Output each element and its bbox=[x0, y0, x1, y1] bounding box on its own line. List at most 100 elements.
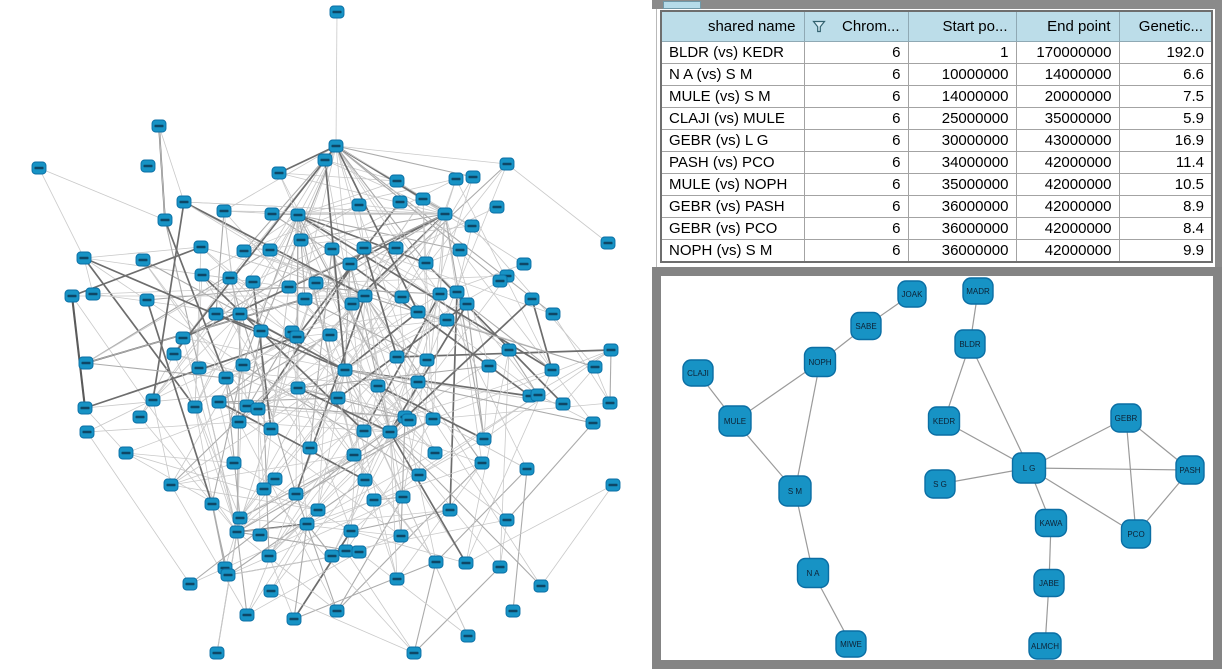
network-node[interactable] bbox=[410, 375, 426, 389]
network-node[interactable] bbox=[288, 487, 304, 501]
network-node[interactable] bbox=[602, 396, 618, 410]
network-node-JOAK[interactable]: JOAK bbox=[897, 280, 927, 308]
network-node[interactable] bbox=[346, 448, 362, 462]
network-node[interactable] bbox=[218, 371, 234, 385]
network-node[interactable] bbox=[236, 244, 252, 258]
network-node[interactable] bbox=[401, 413, 417, 427]
table-cell[interactable]: 6 bbox=[803, 129, 909, 152]
table-row[interactable]: GEBR (vs) PCO 6 36000000 42000000 8.4 bbox=[660, 217, 1213, 240]
network-node[interactable] bbox=[77, 401, 93, 415]
network-node[interactable] bbox=[533, 579, 549, 593]
network-node-BLDR[interactable]: BLDR bbox=[954, 329, 986, 359]
network-node[interactable] bbox=[395, 490, 411, 504]
node-shape[interactable] bbox=[796, 557, 830, 589]
table-cell[interactable]: 20000000 bbox=[1015, 85, 1120, 108]
table-cell[interactable]: 6.6 bbox=[1118, 63, 1213, 86]
node-shape[interactable] bbox=[1034, 508, 1068, 538]
network-node[interactable] bbox=[232, 307, 248, 321]
network-node[interactable] bbox=[449, 285, 465, 299]
table-cell[interactable]: 11.4 bbox=[1118, 151, 1213, 174]
cell-shared-name[interactable]: CLAJI (vs) MULE bbox=[660, 107, 805, 130]
table-row[interactable]: GEBR (vs) L G 6 30000000 43000000 16.9 bbox=[660, 129, 1213, 152]
cell-shared-name[interactable]: GEBR (vs) PASH bbox=[660, 195, 805, 218]
network-node[interactable] bbox=[459, 297, 475, 311]
network-node[interactable] bbox=[600, 236, 616, 250]
network-node[interactable] bbox=[585, 416, 601, 430]
network-node-JABE[interactable]: JABE bbox=[1033, 568, 1065, 598]
network-node-MULE[interactable]: MULE bbox=[718, 405, 752, 437]
network-node[interactable] bbox=[442, 503, 458, 517]
network-node[interactable] bbox=[145, 393, 161, 407]
network-node[interactable] bbox=[211, 395, 227, 409]
table-cell[interactable]: 6 bbox=[803, 239, 909, 263]
table-cell[interactable]: 5.9 bbox=[1118, 107, 1213, 130]
network-node[interactable] bbox=[76, 251, 92, 265]
node-shape[interactable] bbox=[778, 475, 812, 507]
node-shape[interactable] bbox=[927, 406, 961, 436]
network-node[interactable] bbox=[308, 276, 324, 290]
network-node[interactable] bbox=[392, 195, 408, 209]
network-node[interactable] bbox=[406, 646, 422, 660]
network-node[interactable] bbox=[286, 612, 302, 626]
network-node[interactable] bbox=[310, 503, 326, 517]
network-node[interactable] bbox=[157, 213, 173, 227]
network-node[interactable] bbox=[382, 425, 398, 439]
node-shape[interactable] bbox=[962, 277, 994, 305]
network-node[interactable] bbox=[324, 242, 340, 256]
network-node[interactable] bbox=[410, 305, 426, 319]
network-node[interactable] bbox=[140, 159, 156, 173]
network-node[interactable] bbox=[293, 233, 309, 247]
network-node[interactable] bbox=[232, 511, 248, 525]
network-node[interactable] bbox=[448, 172, 464, 186]
table-panel-tab[interactable] bbox=[663, 1, 701, 9]
network-node-KAWA[interactable]: KAWA bbox=[1034, 508, 1068, 538]
network-node[interactable] bbox=[166, 347, 182, 361]
network-node-PASH[interactable]: PASH bbox=[1175, 455, 1205, 485]
network-node[interactable] bbox=[250, 402, 266, 416]
node-shape[interactable] bbox=[1110, 403, 1142, 433]
network-node[interactable] bbox=[302, 441, 318, 455]
network-node[interactable] bbox=[253, 324, 269, 338]
table-row[interactable]: MULE (vs) S M 6 14000000 20000000 7.5 bbox=[660, 85, 1213, 108]
network-node[interactable] bbox=[216, 204, 232, 218]
network-node[interactable] bbox=[458, 556, 474, 570]
network-node[interactable] bbox=[492, 560, 508, 574]
network-node[interactable] bbox=[418, 256, 434, 270]
network-node[interactable] bbox=[432, 287, 448, 301]
network-node[interactable] bbox=[338, 544, 354, 558]
network-node-CLAJI[interactable]: CLAJI bbox=[682, 359, 714, 387]
network-node[interactable] bbox=[439, 313, 455, 327]
network-node[interactable] bbox=[389, 350, 405, 364]
network-node[interactable] bbox=[337, 363, 353, 377]
network-node[interactable] bbox=[357, 289, 373, 303]
cell-shared-name[interactable]: NOPH (vs) S M bbox=[660, 239, 805, 263]
table-cell[interactable]: 36000000 bbox=[907, 217, 1017, 240]
network-node[interactable] bbox=[163, 478, 179, 492]
network-node[interactable] bbox=[329, 604, 345, 618]
table-cell[interactable]: 192.0 bbox=[1118, 41, 1213, 64]
network-node-PCO[interactable]: PCO bbox=[1120, 519, 1152, 549]
network-node[interactable] bbox=[343, 524, 359, 538]
cell-shared-name[interactable]: GEBR (vs) PCO bbox=[660, 217, 805, 240]
cell-shared-name[interactable]: N A (vs) S M bbox=[660, 63, 805, 86]
table-cell[interactable]: 36000000 bbox=[907, 195, 1017, 218]
network-node[interactable] bbox=[78, 356, 94, 370]
node-shape[interactable] bbox=[1011, 452, 1047, 484]
network-node[interactable] bbox=[132, 410, 148, 424]
network-node[interactable] bbox=[516, 257, 532, 271]
network-node[interactable] bbox=[263, 422, 279, 436]
network-node[interactable] bbox=[182, 577, 198, 591]
network-node[interactable] bbox=[324, 549, 340, 563]
node-shape[interactable] bbox=[1033, 568, 1065, 598]
network-node[interactable] bbox=[256, 482, 272, 496]
table-cell[interactable]: 9.9 bbox=[1118, 239, 1213, 263]
network-node[interactable] bbox=[299, 517, 315, 531]
network-node-GEBR[interactable]: GEBR bbox=[1110, 403, 1142, 433]
network-node[interactable] bbox=[176, 195, 192, 209]
table-cell[interactable]: 42000000 bbox=[1015, 173, 1120, 196]
column-header-chrom[interactable]: Chrom... bbox=[803, 10, 909, 42]
network-node[interactable] bbox=[351, 545, 367, 559]
network-node-SABE[interactable]: SABE bbox=[850, 311, 882, 341]
node-shape[interactable] bbox=[897, 280, 927, 308]
table-cell[interactable]: 35000000 bbox=[907, 173, 1017, 196]
